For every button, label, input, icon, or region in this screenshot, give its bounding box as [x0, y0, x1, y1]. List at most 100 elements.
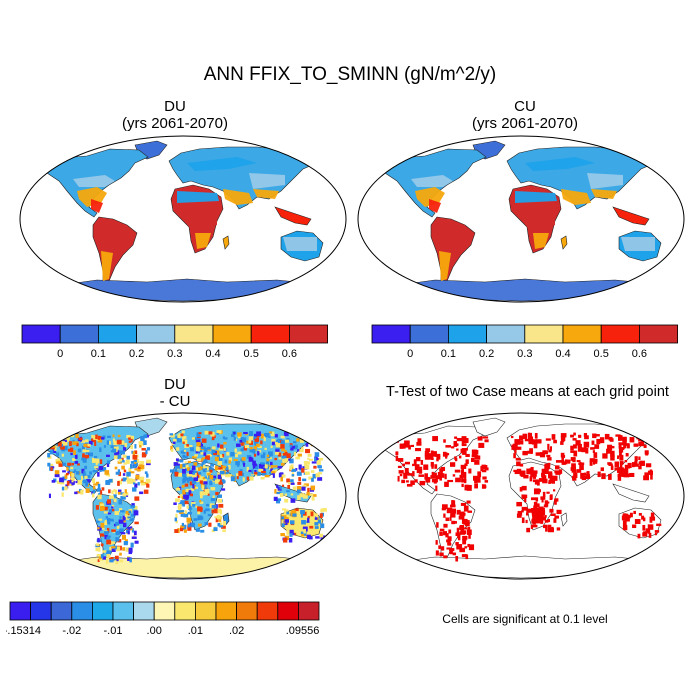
- significant-cell: [410, 444, 414, 447]
- anomaly-cell: [297, 449, 300, 452]
- anomaly-cell: [194, 454, 199, 457]
- significant-cell: [455, 542, 459, 546]
- anomaly-cell: [202, 467, 207, 471]
- anomaly-cell: [315, 473, 320, 478]
- anomaly-cell: [212, 475, 217, 480]
- anomaly-cell: [271, 438, 276, 443]
- anomaly-cell: [231, 434, 235, 438]
- anomaly-cell: [308, 476, 313, 480]
- significant-cell: [576, 460, 581, 463]
- significant-cell: [617, 469, 621, 473]
- significant-cell: [541, 516, 547, 521]
- anomaly-cell: [96, 488, 101, 492]
- anomaly-cell: [145, 478, 151, 483]
- anomaly-cell: [106, 463, 110, 467]
- significant-cell: [618, 438, 622, 441]
- significant-cell: [571, 469, 577, 473]
- significant-cell: [575, 440, 581, 446]
- significant-cell: [547, 524, 552, 528]
- anomaly-cell: [105, 516, 109, 519]
- anomaly-cell: [189, 444, 193, 448]
- anomaly-cell: [291, 533, 295, 536]
- significant-cell: [471, 454, 477, 458]
- anomaly-cell: [139, 476, 145, 481]
- significant-cell: [474, 460, 480, 465]
- anomaly-cell: [75, 434, 79, 439]
- anomaly-cell: [116, 558, 119, 562]
- significant-cell: [462, 439, 469, 443]
- anomaly-cell: [174, 468, 178, 474]
- significant-cell: [439, 473, 445, 478]
- anomaly-cell: [275, 449, 280, 452]
- map-border: [19, 135, 347, 303]
- significant-cell: [542, 491, 546, 497]
- anomaly-cell: [216, 430, 222, 434]
- anomaly-cell: [66, 480, 70, 486]
- colorbar-label: .00: [147, 625, 162, 637]
- significant-cell: [481, 484, 486, 489]
- anomaly-cell: [219, 515, 223, 519]
- anomaly-cell: [128, 440, 132, 443]
- significant-cell: [650, 512, 655, 518]
- significant-cell: [570, 445, 574, 451]
- significant-cell: [467, 510, 473, 513]
- anomaly-cell: [174, 517, 178, 522]
- anomaly-cell: [173, 502, 177, 506]
- anomaly-cell: [94, 455, 98, 459]
- significant-cell: [644, 450, 649, 455]
- region-patch: [177, 191, 219, 203]
- anomaly-cell: [284, 498, 289, 503]
- anomaly-cell: [137, 467, 141, 472]
- anomaly-cell: [223, 447, 226, 451]
- anomaly-cell: [227, 465, 231, 470]
- colorbar-label: 0: [57, 348, 63, 360]
- anomaly-cell: [132, 454, 138, 460]
- colorbar-swatch: [524, 324, 564, 344]
- anomaly-cell: [140, 482, 146, 486]
- significant-cell: [649, 469, 653, 474]
- anomaly-cell: [128, 547, 133, 553]
- significant-cell: [425, 448, 431, 452]
- anomaly-cell: [117, 434, 121, 438]
- anomaly-cell: [314, 516, 318, 520]
- anomaly-cell: [113, 448, 117, 453]
- anomaly-cell: [114, 466, 118, 470]
- anomaly-cell: [244, 445, 250, 449]
- anomaly-cell: [107, 535, 111, 538]
- anomaly-cell: [194, 437, 200, 440]
- anomaly-cell: [54, 474, 60, 478]
- anomaly-cell: [190, 487, 195, 492]
- anomaly-cell: [185, 473, 189, 477]
- anomaly-cell: [193, 485, 196, 490]
- anomaly-cell: [63, 434, 68, 437]
- anomaly-cell: [309, 536, 313, 540]
- anomaly-cell: [61, 486, 65, 491]
- anomaly-cell: [281, 474, 286, 478]
- significant-cell: [610, 455, 615, 461]
- colorbar-label: .01: [188, 625, 203, 637]
- anomaly-cell: [260, 440, 263, 445]
- anomaly-cell: [212, 495, 215, 499]
- significant-cell: [610, 450, 615, 457]
- anomaly-cell: [81, 468, 85, 474]
- anomaly-cell: [199, 501, 204, 504]
- significant-cell: [516, 461, 521, 467]
- significant-cell: [541, 468, 547, 475]
- significant-cell: [544, 515, 547, 518]
- significant-cell: [619, 450, 622, 457]
- anomaly-cell: [197, 509, 201, 515]
- anomaly-cell: [295, 468, 298, 471]
- significant-cell: [458, 455, 462, 459]
- anomaly-cell: [269, 461, 273, 466]
- anomaly-cell: [303, 518, 306, 522]
- significant-cell: [596, 438, 601, 445]
- significant-cell: [553, 518, 557, 523]
- anomaly-cell: [116, 439, 122, 445]
- significant-cell: [444, 481, 449, 487]
- anomaly-cell: [121, 496, 126, 500]
- greenland-outline: [472, 417, 506, 437]
- anomaly-cell: [209, 475, 214, 480]
- significant-cell: [607, 444, 613, 451]
- significant-cell: [547, 501, 550, 504]
- significant-cell: [519, 463, 524, 467]
